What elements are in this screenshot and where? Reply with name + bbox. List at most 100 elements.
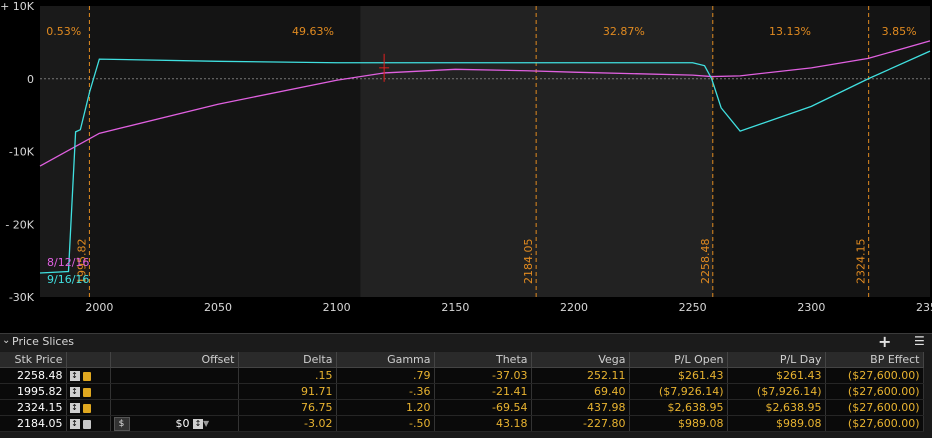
table-cell: 2324.15 [0, 399, 67, 416]
table-row[interactable]: 2258.48 ↕ .15.79 -37.03 252.11 $261.43 $261.4… [0, 367, 924, 384]
table-row[interactable]: 1995.82 ↕ 91.71 -.36 -21.41 69.40 ($7,926.14)… [0, 383, 924, 400]
probability-label: 0.53% [46, 25, 81, 38]
add-slice-icon[interactable]: + [878, 332, 892, 351]
stepper-icon[interactable]: ↕ [69, 419, 80, 429]
offset-value[interactable]: $0 [175, 416, 190, 430]
column-header[interactable]: Theta [434, 352, 532, 368]
table-cell [110, 383, 239, 400]
table-cell: ↕ [66, 415, 111, 432]
table-cell: -.50 [336, 415, 435, 432]
stepper-icon[interactable]: ↕ [193, 418, 203, 429]
lock-icon[interactable] [83, 371, 91, 381]
y-tick-label: 0 [27, 73, 34, 86]
table-cell: 1.20 [336, 399, 435, 416]
table-header-row: Stk Price Offset Delta Gamma Theta Vega P/L Op… [0, 352, 924, 368]
stepper-icon[interactable]: ↕ [69, 371, 80, 381]
table-cell: 1995.82 [0, 383, 67, 400]
price-slice-label: 2184.05 [522, 239, 535, 285]
x-tick-label: 2050 [204, 301, 232, 314]
table-cell: ($7,926.14) [629, 383, 728, 400]
column-header[interactable]: Vega [531, 352, 630, 368]
panel-header: ⌄ Price Slices + ☰ [0, 332, 932, 351]
unlock-icon[interactable] [83, 419, 91, 429]
table-cell: ↕ [66, 399, 111, 416]
column-header[interactable]: P/L Day [727, 352, 826, 368]
collapse-chevron-icon[interactable]: ⌄ [2, 335, 11, 346]
price-slice-label: 2258.48 [699, 239, 712, 285]
table-cell: -37.03 [434, 367, 532, 384]
x-tick-label: 2350 [916, 301, 932, 314]
table-cell [110, 399, 239, 416]
table-cell: 2258.48 [0, 367, 67, 384]
series-line-9/16/16 [39, 50, 931, 274]
probability-label: 32.87% [603, 25, 645, 38]
y-tick-label: - 20K [5, 218, 34, 231]
price-slice-label: 2324.15 [855, 239, 868, 285]
table-cell: ($27,600.00) [825, 383, 924, 400]
table-cell: -69.54 [434, 399, 532, 416]
table-cell: ($27,600.00) [825, 399, 924, 416]
table-cell: $989.08 [727, 415, 826, 432]
menu-icon[interactable]: ☰ [914, 334, 925, 348]
table-cell: $261.43 [727, 367, 826, 384]
y-tick-label: -30K [9, 291, 35, 304]
x-tick-label: 2000 [85, 301, 113, 314]
table-cell: .79 [336, 367, 435, 384]
table-cell: .15 [238, 367, 337, 384]
table-cell: $989.08 [629, 415, 728, 432]
table-cell: 437.98 [531, 399, 630, 416]
table-cell: 2184.05 [0, 415, 67, 432]
lock-icon[interactable] [83, 387, 91, 397]
table-cell: -.36 [336, 383, 435, 400]
column-header[interactable]: Offset [110, 352, 239, 368]
x-tick-label: 2200 [560, 301, 588, 314]
column-header[interactable]: Gamma [336, 352, 435, 368]
dollar-toggle-icon[interactable]: $ [113, 416, 130, 431]
table-cell: -227.80 [531, 415, 630, 432]
price-slices-table: Stk Price Offset Delta Gamma Theta Vega P/L Op… [0, 352, 924, 432]
table-cell: ($27,600.00) [825, 367, 924, 384]
table-cell: ($7,926.14) [727, 383, 826, 400]
table-cell: 69.40 [531, 383, 630, 400]
stepper-icon[interactable]: ↕ [69, 387, 80, 397]
table-cell: 252.11 [531, 367, 630, 384]
table-cell: 43.18 [434, 415, 532, 432]
shaded-region [40, 6, 90, 297]
chart-svg: + 10K 0 -10K - 20K -30K 2000 2050 2100 2150 2200 2… [0, 0, 932, 314]
table-cell: ↕ [66, 383, 111, 400]
table-cell: -3.02 [238, 415, 337, 432]
table-cell: $2,638.95 [727, 399, 826, 416]
x-tick-label: 2100 [323, 301, 351, 314]
table-row[interactable]: 2324.15 ↕ 76.75 1.20 -69.54 437.98 $2,638.95 $… [0, 399, 924, 416]
table-cell: ↕ [66, 367, 111, 384]
column-header[interactable] [66, 352, 111, 368]
table-cell: ($27,600.00) [825, 415, 924, 432]
probability-label: 13.13% [769, 25, 811, 38]
y-tick-label: -10K [9, 146, 35, 159]
column-header[interactable]: BP Effect [825, 352, 924, 368]
price-slice-label: 1995.82 [75, 239, 88, 285]
column-header[interactable]: P/L Open [629, 352, 728, 368]
table-row[interactable]: 2184.05 ↕ $ $0 ↕ ▼ -3.02 -.50 43.18 -227.80 $989… [0, 415, 924, 432]
probability-label: 3.85% [882, 25, 917, 38]
x-tick-label: 2150 [441, 301, 469, 314]
table-cell: 91.71 [238, 383, 337, 400]
probability-label: 49.63% [292, 25, 334, 38]
table-cell: $2,638.95 [629, 399, 728, 416]
table-cell: -21.41 [434, 383, 532, 400]
column-header[interactable]: Delta [238, 352, 337, 368]
legend-entry: 8/12/16 [47, 256, 89, 269]
stepper-icon[interactable]: ↕ [69, 403, 80, 413]
column-header[interactable]: Stk Price [0, 352, 67, 368]
lock-icon[interactable] [83, 403, 91, 413]
series-line-8/12/16 [39, 40, 931, 167]
legend-entry: 9/16/16 [47, 273, 89, 286]
dropdown-icon[interactable]: ▼ [203, 418, 210, 428]
table-cell: 76.75 [238, 399, 337, 416]
table-cell: $261.43 [629, 367, 728, 384]
price-slices-panel: ⌄ Price Slices + ☰ Stk Price Offset Delta G… [0, 332, 932, 438]
y-tick-label: + 10K [0, 0, 35, 13]
table-cell [110, 367, 239, 384]
shaded-region [360, 6, 713, 297]
risk-profile-chart[interactable]: + 10K 0 -10K - 20K -30K 2000 2050 2100 2150 2200 2… [0, 0, 932, 320]
